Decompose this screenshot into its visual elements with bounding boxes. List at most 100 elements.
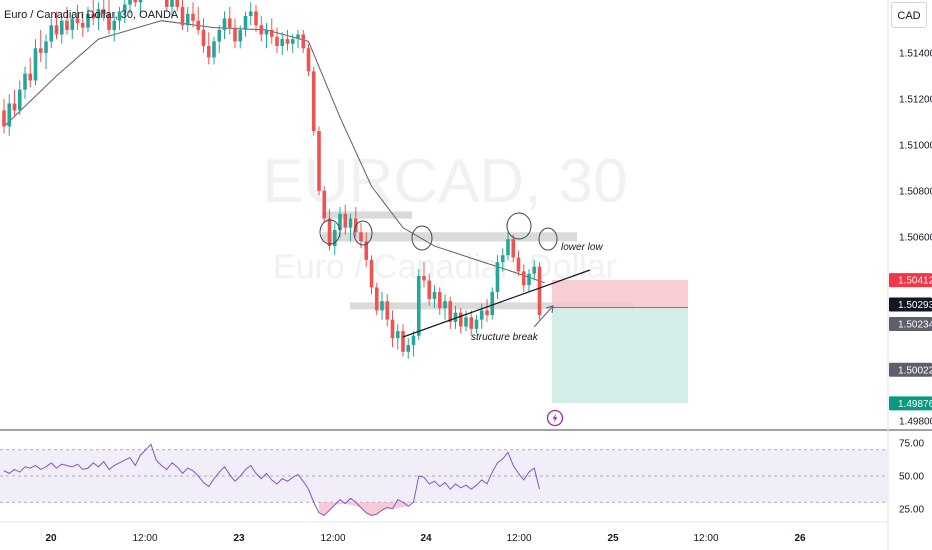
candle-body [448, 301, 453, 322]
structure-zone [322, 232, 577, 242]
candle-body [86, 13, 90, 28]
candle-body [75, 18, 80, 23]
candle-body [453, 312, 458, 322]
candle-body [474, 319, 479, 329]
rsi-tick-label: 75.00 [899, 439, 924, 450]
candle-body [506, 239, 510, 256]
candle-body [395, 331, 400, 339]
price-tick-label: 1.50800 [899, 186, 932, 197]
time-tick-label: 24 [420, 533, 432, 544]
candle-body [416, 275, 421, 336]
short-position-tool[interactable] [552, 280, 688, 404]
candle-body [128, 0, 132, 5]
time-tick-label: 12:00 [320, 533, 345, 544]
drawings [319, 212, 591, 338]
currency-button[interactable]: CAD [891, 2, 927, 28]
time-tick-label: 23 [233, 533, 245, 544]
price-label-badge [889, 362, 932, 377]
price-label-text: 1.50293 [898, 300, 932, 311]
candle-body [91, 13, 96, 19]
trendline [402, 269, 591, 338]
candle-body [238, 29, 243, 42]
candle-body [311, 71, 316, 132]
time-tick-label: 26 [794, 533, 806, 544]
moving-average-line [3, 20, 545, 284]
structure-zone [322, 211, 412, 219]
candle-body [401, 331, 405, 352]
candle-body [511, 239, 516, 258]
candle-body [406, 344, 411, 352]
swing-point-circle [353, 220, 373, 246]
time-axis[interactable]: 20 12:00 23 12:00 24 12:00 25 12:00 26 [45, 533, 806, 544]
price-label-badge [889, 396, 932, 411]
lightning-icon[interactable] [546, 409, 564, 427]
candle-body [222, 18, 227, 30]
price-tick-label: 1.50600 [899, 232, 932, 243]
candle-body [243, 16, 248, 30]
candle-body [38, 48, 43, 53]
structure-break-label: structure break [471, 332, 539, 343]
time-tick-label: 12:00 [506, 533, 531, 544]
candle-body [348, 218, 353, 228]
candle-body [107, 13, 111, 30]
price-axis[interactable]: 1.51400 1.51200 1.51000 1.50800 1.50600 1.498… [899, 48, 932, 427]
watermark-description: Euro / Canadian Dollar [273, 248, 617, 286]
candle-body [306, 48, 311, 72]
time-tick-label: 25 [607, 533, 619, 544]
candle-body [17, 89, 22, 111]
candle-body [117, 11, 122, 21]
candle-body [290, 39, 295, 44]
price-tick-label: 1.51200 [899, 94, 932, 105]
candle-body [33, 48, 38, 81]
price-tick-label: 1.49800 [899, 416, 932, 427]
candle-body [206, 45, 211, 58]
rsi-pane[interactable] [0, 443, 888, 517]
candle-body [259, 25, 264, 35]
lower-low-label: lower low [561, 242, 603, 253]
candle-body [516, 257, 521, 272]
candle-body [170, 0, 174, 7]
candle-body [96, 9, 101, 19]
candle-body [369, 259, 374, 288]
candle-body [7, 103, 12, 127]
candle-body [269, 29, 274, 37]
candle-body [49, 25, 54, 42]
candle-body [2, 110, 6, 127]
time-tick-label: 12:00 [132, 533, 157, 544]
candle-body [427, 280, 432, 299]
candle-body [458, 312, 463, 327]
candle-body [432, 292, 437, 299]
swing-point-circle [319, 219, 341, 245]
candle-body [65, 20, 69, 30]
candle-body [359, 232, 363, 242]
candle-body [479, 310, 484, 320]
candle-body [364, 241, 369, 260]
candle-body [338, 213, 342, 230]
time-tick-label: 12:00 [693, 533, 718, 544]
candle-body [227, 18, 232, 28]
candle-body [301, 34, 306, 49]
chart-title[interactable]: Euro / Canadian Dollar, 30, OANDA [4, 9, 179, 21]
candle-body [101, 9, 106, 14]
price-tick-label: 1.51000 [899, 140, 932, 151]
rsi-line [3, 443, 540, 517]
candle-body [469, 317, 474, 329]
candle-body [422, 275, 426, 281]
price-label-badge [889, 297, 932, 312]
candle-body [212, 41, 216, 58]
candlestick-series [2, 0, 542, 359]
candle-body [437, 292, 442, 309]
candle-body [500, 255, 505, 263]
candle-body [317, 131, 321, 191]
swing-point-circle [411, 225, 433, 251]
swing-point-circle [506, 212, 532, 240]
candle-body [280, 39, 285, 46]
candle-body [254, 11, 258, 26]
candle-body [385, 301, 390, 320]
take-profit-zone [552, 307, 688, 404]
candle-body [390, 319, 395, 339]
moving-average [3, 20, 545, 284]
candle-body [443, 301, 447, 309]
candle-body [196, 20, 201, 30]
